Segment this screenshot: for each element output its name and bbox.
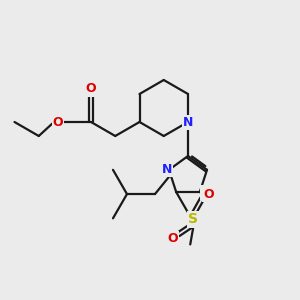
Text: O: O <box>86 82 96 95</box>
Text: O: O <box>203 188 214 201</box>
Text: N: N <box>201 186 211 199</box>
Text: N: N <box>162 163 172 176</box>
Text: S: S <box>188 212 198 226</box>
Text: N: N <box>183 116 193 128</box>
Text: O: O <box>167 232 178 245</box>
Text: O: O <box>53 116 63 128</box>
